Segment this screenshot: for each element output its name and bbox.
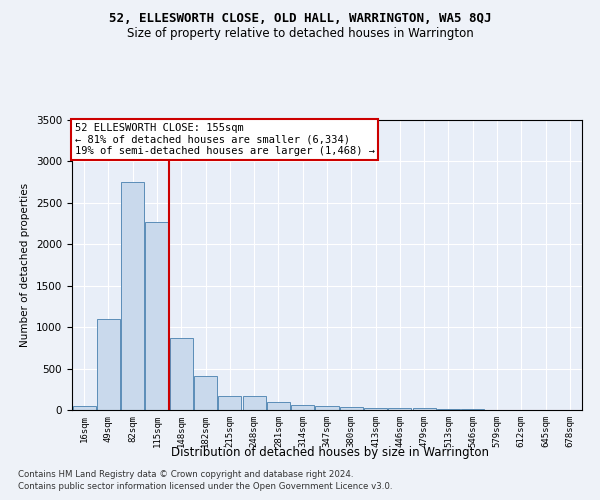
Bar bbox=[461, 409, 484, 410]
Bar bbox=[291, 404, 314, 410]
Bar bbox=[316, 406, 338, 410]
Y-axis label: Number of detached properties: Number of detached properties bbox=[20, 183, 31, 347]
Bar bbox=[145, 222, 169, 410]
Bar bbox=[170, 338, 193, 410]
Text: 52 ELLESWORTH CLOSE: 155sqm
← 81% of detached houses are smaller (6,334)
19% of : 52 ELLESWORTH CLOSE: 155sqm ← 81% of det… bbox=[74, 123, 374, 156]
Bar bbox=[121, 182, 144, 410]
Text: Contains public sector information licensed under the Open Government Licence v3: Contains public sector information licen… bbox=[18, 482, 392, 491]
Bar bbox=[413, 408, 436, 410]
Bar bbox=[73, 406, 95, 410]
Bar bbox=[388, 408, 412, 410]
Text: 52, ELLESWORTH CLOSE, OLD HALL, WARRINGTON, WA5 8QJ: 52, ELLESWORTH CLOSE, OLD HALL, WARRINGT… bbox=[109, 12, 491, 26]
Text: Size of property relative to detached houses in Warrington: Size of property relative to detached ho… bbox=[127, 28, 473, 40]
Bar bbox=[364, 408, 387, 410]
Bar bbox=[97, 319, 120, 410]
Bar bbox=[242, 396, 266, 410]
Bar bbox=[218, 396, 241, 410]
Text: Distribution of detached houses by size in Warrington: Distribution of detached houses by size … bbox=[171, 446, 489, 459]
Bar bbox=[267, 402, 290, 410]
Bar bbox=[340, 406, 363, 410]
Text: Contains HM Land Registry data © Crown copyright and database right 2024.: Contains HM Land Registry data © Crown c… bbox=[18, 470, 353, 479]
Bar bbox=[194, 376, 217, 410]
Bar bbox=[437, 409, 460, 410]
